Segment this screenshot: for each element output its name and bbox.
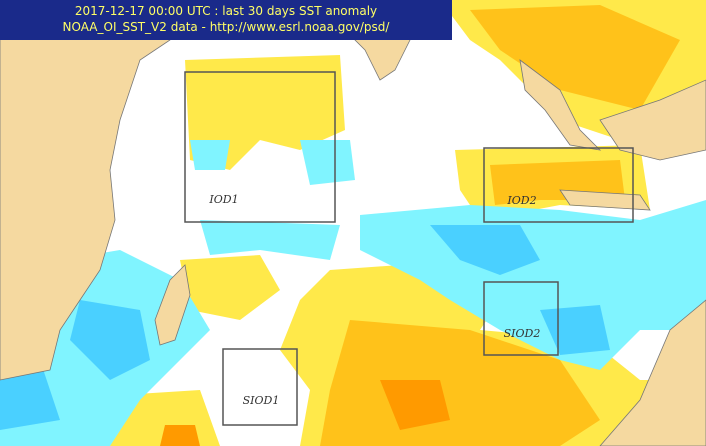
region-label: SIOD2	[504, 327, 541, 340]
header-title: 2017-12-17 00:00 UTC : last 30 days SST …	[75, 4, 377, 18]
header-source: NOAA_OI_SST_V2 data - http://www.esrl.no…	[63, 20, 391, 34]
header-background	[0, 0, 452, 40]
region-box	[483, 281, 559, 356]
region-box	[184, 71, 336, 223]
region-box	[222, 348, 298, 426]
region-label: IOD1	[208, 193, 238, 206]
region-label: SIOD1	[243, 394, 280, 407]
region-box	[483, 147, 634, 223]
region-label: IOD2	[506, 194, 536, 207]
